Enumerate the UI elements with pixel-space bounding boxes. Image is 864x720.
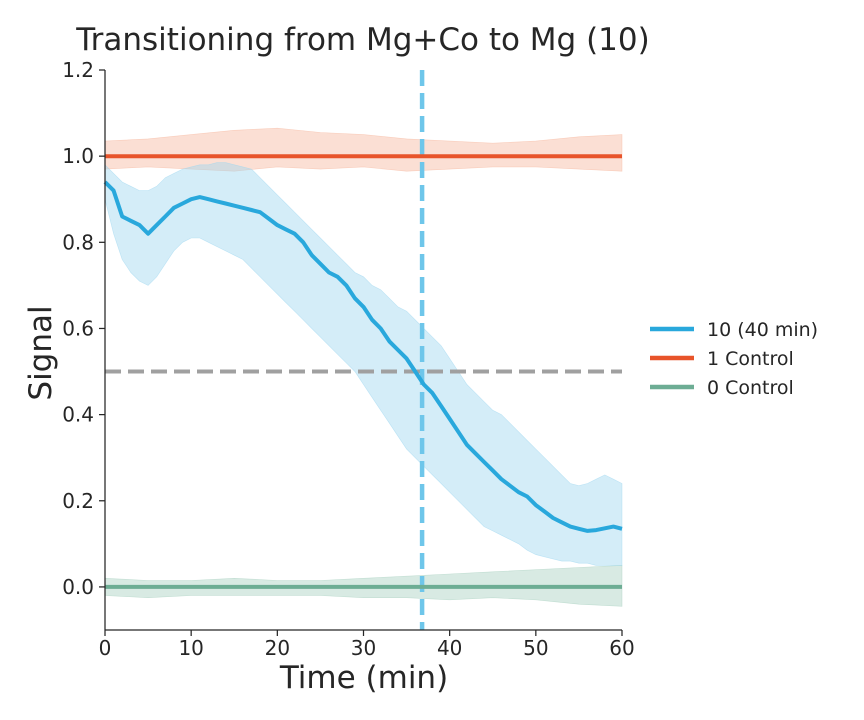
chart-title: Transitioning from Mg+Co to Mg (10): [75, 22, 649, 58]
y-axis-label: Signal: [23, 305, 59, 400]
plot-area: [103, 70, 623, 630]
x-tick-label: 30: [351, 636, 376, 660]
legend-label-0: 10 (40 min): [707, 319, 818, 341]
y-tick-label: 0.4: [62, 403, 94, 427]
y-tick-label: 1.2: [62, 58, 94, 82]
y-tick-label: 0.8: [62, 230, 94, 254]
y-tick-label: 0.0: [62, 575, 94, 599]
x-tick-label: 10: [178, 636, 203, 660]
series-line-0: [103, 180, 623, 533]
x-tick-label: 20: [265, 636, 290, 660]
x-ticks: 0 10 20 30 40 50 60: [99, 630, 635, 660]
legend-label-1: 1 Control: [707, 348, 794, 370]
y-tick-label: 1.0: [62, 144, 94, 168]
legend: 10 (40 min) 1 Control 0 Control: [650, 319, 818, 399]
x-tick-label: 60: [609, 636, 634, 660]
x-tick-label: 40: [437, 636, 462, 660]
legend-label-2: 0 Control: [707, 377, 794, 399]
x-tick-label: 0: [99, 636, 112, 660]
y-tick-label: 0.2: [62, 489, 94, 513]
confidence-band-0: [104, 162, 623, 566]
x-axis-label: Time (min): [279, 660, 448, 696]
x-tick-label: 50: [523, 636, 548, 660]
confidence-band-1: [104, 127, 623, 172]
y-tick-label: 0.6: [62, 316, 94, 340]
y-ticks: 0.0 0.2 0.4 0.6 0.8 1.0 1.2: [62, 58, 105, 599]
